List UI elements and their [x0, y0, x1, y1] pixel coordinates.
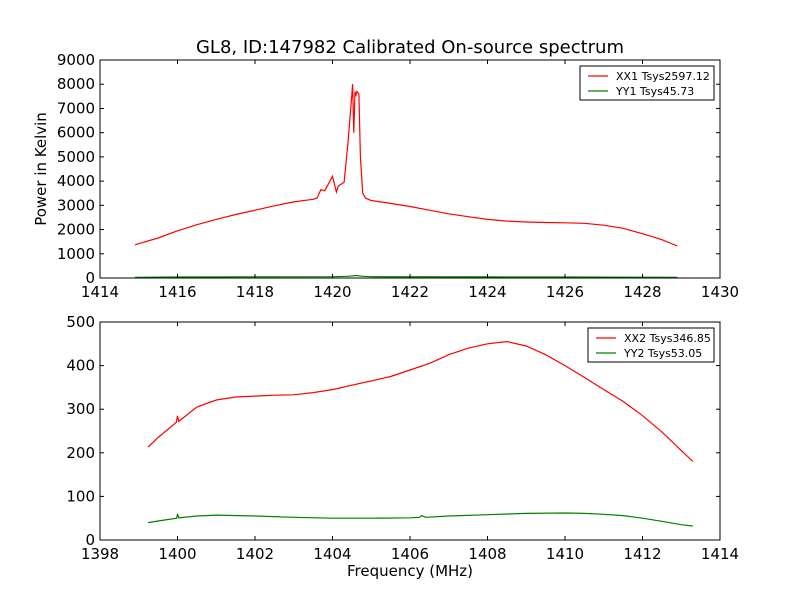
- chart-title: GL8, ID:147982 Calibrated On-source spec…: [196, 37, 624, 58]
- x-tick-label: 1400: [158, 545, 196, 563]
- y-tick-label: 0: [85, 531, 95, 549]
- x-tick-label: 1426: [546, 283, 584, 301]
- y-tick-label: 7000: [57, 99, 95, 117]
- x-axis-label-bottom: Frequency (MHz): [347, 562, 473, 580]
- series-line-xx1: [134, 84, 678, 247]
- y-tick-label: 100: [66, 487, 95, 505]
- y-tick-label: 3000: [57, 196, 95, 214]
- legend: XX1 Tsys2597.12 YY1 Tsys45.73: [579, 65, 715, 101]
- x-tick-label: 1422: [391, 283, 429, 301]
- x-tick-label: 1424: [468, 283, 506, 301]
- y-tick-label: 500: [66, 313, 95, 331]
- series-line-yy2: [148, 512, 693, 527]
- legend-box: [579, 65, 715, 101]
- y-tick-label: 6000: [57, 124, 95, 142]
- series-line-xx2: [147, 340, 694, 462]
- y-tick-label: 4000: [57, 172, 95, 190]
- y-axis-label-top: Power in Kelvin: [32, 112, 50, 226]
- x-tick-label: 1420: [313, 283, 351, 301]
- y-tick-label: 9000: [57, 51, 95, 69]
- x-tick-label: 1418: [236, 283, 274, 301]
- x-tick-label: 1398: [81, 545, 119, 563]
- legend-label: XX1 Tsys2597.12: [616, 70, 710, 83]
- y-tick-label: 1000: [57, 245, 95, 263]
- x-tick-label: 1408: [468, 545, 506, 563]
- x-tick-label: 1414: [81, 283, 119, 301]
- x-tick-label: 1404: [313, 545, 351, 563]
- x-tick-label: 1402: [236, 545, 274, 563]
- y-tick-label: 0: [85, 269, 95, 287]
- x-tick-label: 1428: [623, 283, 661, 301]
- y-tick-label: 400: [66, 357, 95, 375]
- y-tick-label: 5000: [57, 148, 95, 166]
- x-tick-label: 1430: [701, 283, 739, 301]
- legend-label: YY1 Tsys45.73: [615, 85, 694, 98]
- x-tick-label: 1416: [158, 283, 196, 301]
- x-tick-label: 1406: [391, 545, 429, 563]
- legend-label: YY2 Tsys53.05: [623, 347, 702, 360]
- x-tick-label: 1412: [623, 545, 661, 563]
- y-tick-label: 300: [66, 400, 95, 418]
- legend: XX2 Tsys346.85 YY2 Tsys53.05: [587, 327, 715, 363]
- x-tick-label: 1414: [701, 545, 739, 563]
- y-tick-label: 8000: [57, 75, 95, 93]
- top-plot: 1414 1416 1418 1420 1422 1424 1426 1428 1430 0 100…: [57, 51, 739, 301]
- legend-box: [587, 327, 715, 363]
- bottom-plot: 1398 1400 1402 1404 1406 1408 1410 1412 1414 0 100…: [66, 313, 739, 563]
- x-tick-label: 1410: [546, 545, 584, 563]
- series-line-yy1: [134, 274, 678, 278]
- legend-label: XX2 Tsys346.85: [624, 332, 711, 345]
- y-tick-label: 2000: [57, 221, 95, 239]
- y-tick-label: 200: [66, 444, 95, 462]
